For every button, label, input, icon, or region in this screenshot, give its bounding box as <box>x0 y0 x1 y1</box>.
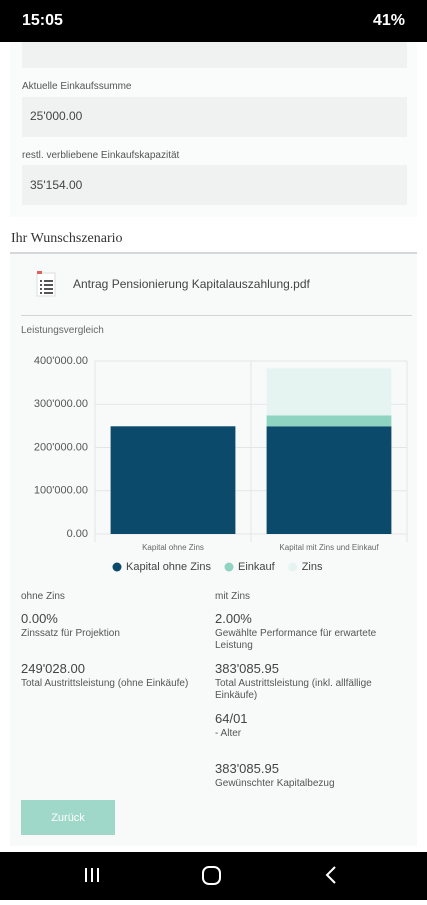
item-value: 2.00% <box>215 611 252 626</box>
field-value: 35'154.00 <box>30 178 83 192</box>
pdf-icon[interactable] <box>36 270 58 298</box>
field-label: Aktuelle Einkaufssumme <box>22 81 132 92</box>
status-time: 15:05 <box>22 12 63 29</box>
back-button[interactable]: Zurück <box>21 800 115 835</box>
nav-back[interactable] <box>325 866 336 884</box>
item-value: 249'028.00 <box>21 661 85 676</box>
legend-marker <box>288 562 298 572</box>
item-value: 383'085.95 <box>215 661 279 676</box>
divider <box>21 315 412 316</box>
y-tick-label: 200'000.00 <box>34 441 88 453</box>
x-tick-label: Kapital mit Zins und Einkauf <box>279 543 379 552</box>
divider <box>10 252 417 254</box>
bar-segment <box>110 426 236 534</box>
legend-label: Zins <box>302 561 323 573</box>
column-heading: ohne Zins <box>21 591 65 602</box>
nav-bar <box>0 852 427 900</box>
item-value: 383'085.95 <box>215 761 279 776</box>
item-label: Total Austrittsleistung (inkl. allfällig… <box>215 678 372 701</box>
item-label: Total Austrittsleistung (ohne Einkäufe) <box>21 678 189 689</box>
field-box[interactable] <box>22 165 407 205</box>
item-value: 64/01 <box>215 711 248 726</box>
legend-marker <box>224 562 234 572</box>
legend-marker <box>112 562 122 572</box>
nav-icons <box>85 866 336 885</box>
document-link[interactable]: Antrag Pensionierung Kapitalauszahlung.p… <box>73 277 310 291</box>
item-label: Gewählte Performance für erwartete Leist… <box>215 628 377 651</box>
item-label: Gewünschter Kapitalbezug <box>215 778 335 789</box>
field-box[interactable] <box>22 97 407 137</box>
item-value: 0.00% <box>21 611 58 626</box>
status-battery: 41% <box>372 12 405 29</box>
field-value: 25'000.00 <box>30 109 83 123</box>
y-tick-label: 300'000.00 <box>34 398 88 410</box>
bar-segment <box>266 368 392 416</box>
y-tick-label: 400'000.00 <box>34 355 88 367</box>
chart: Leistungsvergleich 0.00 100'000.00 200'000… <box>21 325 408 573</box>
y-tick-label: 100'000.00 <box>34 485 88 497</box>
y-tick-label: 0.00 <box>67 528 88 540</box>
x-tick-label: Kapital ohne Zins <box>142 543 204 552</box>
legend-label: Einkauf <box>238 561 276 573</box>
form-box <box>22 42 407 68</box>
item-label: - Alter <box>215 728 242 739</box>
legend-label: Kapital ohne Zins <box>126 561 211 573</box>
field-label: restl. verbliebene Einkaufskapazität <box>22 150 180 161</box>
status-bar: 15:05 41% <box>0 0 427 42</box>
bar-segment <box>266 426 392 534</box>
bar-segment <box>266 415 392 427</box>
column-heading: mit Zins <box>215 591 250 602</box>
item-label: Zinssatz für Projektion <box>21 628 120 639</box>
nav-home[interactable] <box>202 866 221 885</box>
card <box>10 254 417 846</box>
section-title: Ihr Wunschszenario <box>11 231 123 246</box>
chart-title: Leistungsvergleich <box>21 325 104 336</box>
